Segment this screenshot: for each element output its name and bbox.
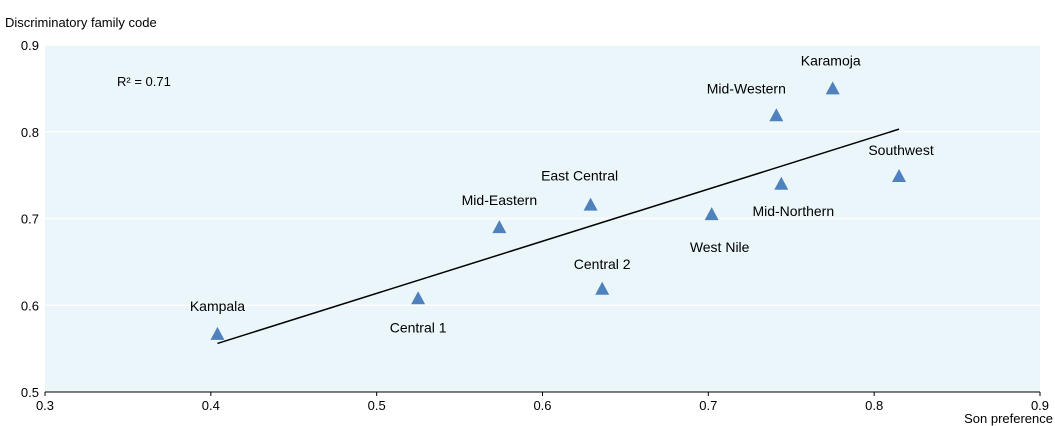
data-point-label: Central 2 — [574, 256, 631, 272]
y-tick-label: 0.7 — [21, 212, 39, 227]
y-tick-label: 0.9 — [21, 38, 39, 53]
data-point-marker — [411, 291, 426, 305]
data-point-marker — [595, 281, 610, 295]
data-point-label: Mid-Northern — [752, 203, 834, 219]
x-tick-label: 0.4 — [202, 398, 220, 413]
data-point-marker — [583, 197, 598, 211]
data-point-marker — [774, 176, 789, 190]
trendline-group — [217, 128, 900, 345]
x-tick-label: 0.8 — [865, 398, 883, 413]
x-axis-title: Son preference — [964, 411, 1053, 426]
data-point-label: Kampala — [190, 298, 245, 314]
data-point-label: East Central — [541, 168, 618, 184]
data-point-marker — [825, 81, 840, 95]
data-point-label: Central 1 — [390, 319, 447, 335]
data-point-label: Southwest — [868, 142, 933, 158]
data-point-label: Karamoja — [801, 52, 861, 68]
data-point-marker — [210, 326, 225, 340]
data-point-marker — [492, 220, 507, 234]
x-tick-label: 0.3 — [36, 398, 54, 413]
y-tick-label: 0.8 — [21, 125, 39, 140]
data-point-label: Mid-Western — [707, 80, 786, 96]
data-point-marker — [769, 108, 784, 122]
x-tick-label: 0.7 — [699, 398, 717, 413]
data-point-label: Mid-Eastern — [462, 192, 537, 208]
trendline — [217, 128, 900, 345]
points-group — [210, 81, 907, 340]
y-axis-title: Discriminatory family code — [5, 15, 157, 30]
y-tick-label: 0.6 — [21, 298, 39, 313]
x-tick-label: 0.9 — [1031, 398, 1049, 413]
axes: 0.5 0.6 0.7 0.8 0.9 0.3 0.4 0.5 0.6 0.7 0.8 0.9 — [21, 38, 1049, 413]
data-point-label: West Nile — [690, 239, 750, 255]
r-squared-annotation: R² = 0.71 — [117, 74, 171, 89]
y-tick-label: 0.5 — [21, 385, 39, 400]
gridlines — [45, 44, 1040, 306]
data-point-marker — [704, 207, 719, 221]
x-tick-label: 0.6 — [533, 398, 551, 413]
x-tick-label: 0.5 — [368, 398, 386, 413]
data-point-marker — [892, 168, 907, 182]
